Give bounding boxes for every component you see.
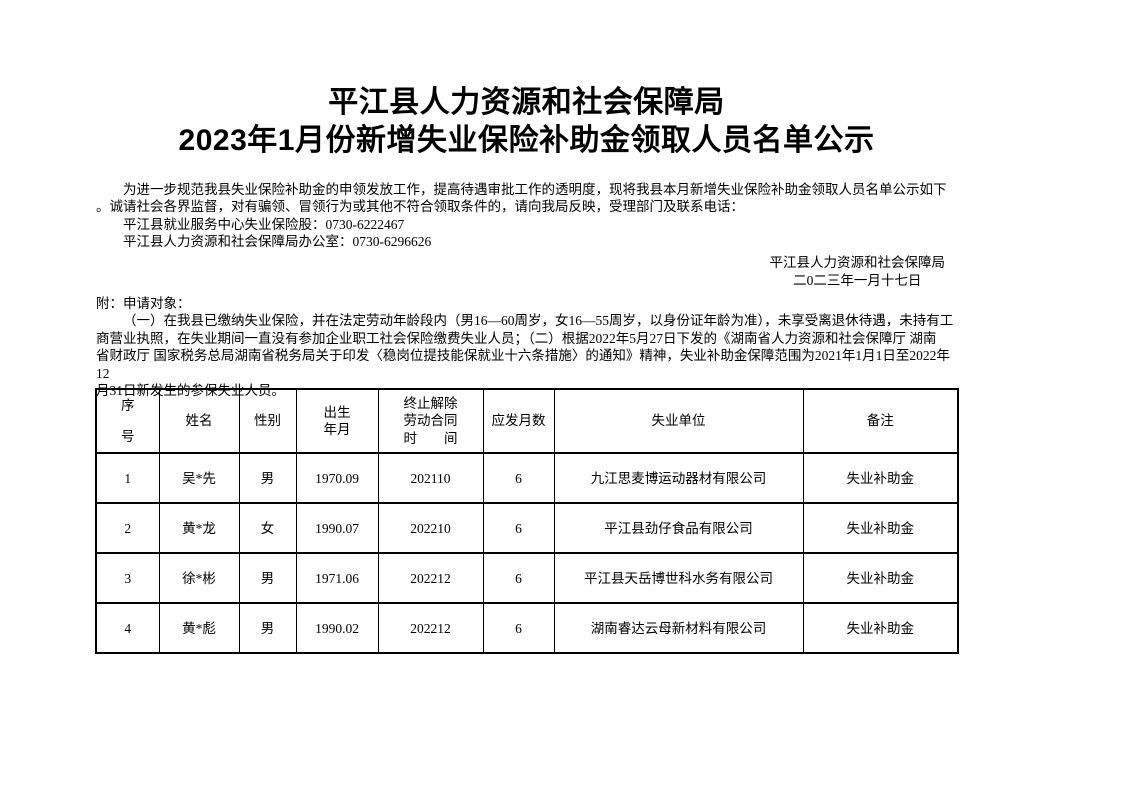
column-header-employer: 失业单位 — [553, 388, 804, 454]
cell-birthdate: 1990.07 — [295, 502, 379, 554]
table-row: 2 黄*龙 女 1990.07 202210 6 平江县劲仔食品有限公司 失业补… — [95, 502, 959, 554]
appendix-line: （一）在我县已缴纳失业保险，并在法定劳动年龄段内（男16—60周岁，女16—55… — [123, 313, 954, 329]
cell-name: 黄*彪 — [158, 602, 240, 654]
cell-employer: 九江思麦博运动器材有限公司 — [553, 452, 804, 504]
cell-seq: 3 — [95, 552, 160, 604]
cell-contract-end: 202110 — [377, 452, 484, 504]
document-title: 平江县人力资源和社会保障局 2023年1月份新增失业保险补助金领取人员名单公示 — [96, 84, 957, 160]
appendix: 附：申请对象： （一）在我县已缴纳失业保险，并在法定劳动年龄段内（男16—60周… — [96, 295, 957, 399]
intro-paragraph: 为进一步规范我县失业保险补助金的申领发放工作，提高待遇审批工作的透明度，现将我县… — [96, 181, 957, 251]
notice-content: 平江县人力资源和社会保障局 2023年1月份新增失业保险补助金领取人员名单公示 … — [95, 0, 959, 793]
column-header-name: 姓名 — [158, 388, 240, 454]
table-row: 1 吴*先 男 1970.09 202110 6 九江思麦博运动器材有限公司 失… — [95, 452, 959, 504]
cell-contract-end: 202212 — [377, 602, 484, 654]
cell-seq: 4 — [95, 602, 160, 654]
cell-remark: 失业补助金 — [802, 452, 959, 504]
table-header-row: 序 号 姓名 性别 出生 年月 终止解除 劳动合同 时 间 应发月数 失业单位 … — [95, 388, 959, 454]
column-header-months: 应发月数 — [482, 388, 555, 454]
signature-org: 平江县人力资源和社会保障局 — [769, 255, 946, 270]
cell-months: 6 — [482, 502, 555, 554]
cell-employer: 湖南睿达云母新材料有限公司 — [553, 602, 804, 654]
contact-phone-1: 平江县就业服务中心失业保险股：0730-6222467 — [123, 216, 405, 232]
table-row: 4 黄*彪 男 1990.02 202212 6 湖南睿达云母新材料有限公司 失… — [95, 602, 959, 654]
cell-gender: 男 — [238, 552, 297, 604]
column-header-remark: 备注 — [802, 388, 959, 454]
cell-birthdate: 1970.09 — [295, 452, 379, 504]
column-header-seq: 序 号 — [95, 388, 160, 454]
cell-seq: 2 — [95, 502, 160, 554]
cell-name: 吴*先 — [158, 452, 240, 504]
table-row: 3 徐*彬 男 1971.06 202212 6 平江县天岳博世科水务有限公司 … — [95, 552, 959, 604]
cell-gender: 男 — [238, 602, 297, 654]
cell-remark: 失业补助金 — [802, 502, 959, 554]
cell-name: 黄*龙 — [158, 502, 240, 554]
column-header-gender: 性别 — [238, 388, 297, 454]
appendix-line: 省财政厅 国家税务总局湖南省税务局关于印发〈稳岗位提技能保就业十六条措施〉的通知… — [96, 348, 950, 381]
cell-months: 6 — [482, 602, 555, 654]
cell-birthdate: 1990.02 — [295, 602, 379, 654]
cell-employer: 平江县劲仔食品有限公司 — [553, 502, 804, 554]
appendix-heading: 附：申请对象： — [96, 296, 191, 311]
intro-line: 为进一步规范我县失业保险补助金的申领发放工作，提高待遇审批工作的透明度，现将我县… — [123, 182, 947, 197]
appendix-line: 商营业执照，在失业期间一直没有参加企业职工社会保险缴费失业人员；（二）根据202… — [96, 330, 937, 346]
document-title-line2: 2023年1月份新增失业保险补助金领取人员名单公示 — [178, 124, 875, 157]
signature: 平江县人力资源和社会保障局 二0二三年一月十七日 — [770, 254, 946, 289]
cell-months: 6 — [482, 452, 555, 504]
cell-gender: 男 — [238, 452, 297, 504]
roster-table: 序 号 姓名 性别 出生 年月 终止解除 劳动合同 时 间 应发月数 失业单位 … — [95, 388, 959, 654]
column-header-contract-end: 终止解除 劳动合同 时 间 — [377, 388, 484, 454]
cell-birthdate: 1971.06 — [295, 552, 379, 604]
document-title-line1: 平江县人力资源和社会保障局 — [328, 86, 725, 119]
cell-seq: 1 — [95, 452, 160, 504]
cell-gender: 女 — [238, 502, 297, 554]
cell-remark: 失业补助金 — [802, 552, 959, 604]
cell-name: 徐*彬 — [158, 552, 240, 604]
cell-employer: 平江县天岳博世科水务有限公司 — [553, 552, 804, 604]
column-header-birthdate: 出生 年月 — [295, 388, 379, 454]
contact-phone-2: 平江县人力资源和社会保障局办公室：0730-6296626 — [123, 234, 432, 250]
cell-remark: 失业补助金 — [802, 602, 959, 654]
intro-line: 。诚请社会各界监督，对有骗领、冒领行为或其他不符合领取条件的，请向我局反映，受理… — [96, 199, 744, 215]
signature-date: 二0二三年一月十七日 — [793, 272, 922, 288]
cell-months: 6 — [482, 552, 555, 604]
cell-contract-end: 202212 — [377, 552, 484, 604]
cell-contract-end: 202210 — [377, 502, 484, 554]
